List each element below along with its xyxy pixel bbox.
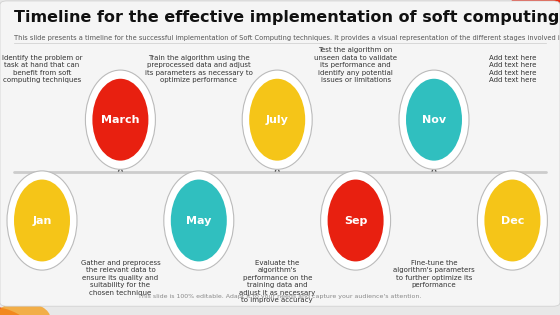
Text: Identify the problem or
task at hand that can
benefit from soft
computing techni: Identify the problem or task at hand tha… (2, 55, 82, 83)
Ellipse shape (399, 70, 469, 169)
Text: This slide is 100% editable. Adapt it to your needs and capture your audience's : This slide is 100% editable. Adapt it to… (138, 294, 422, 299)
Ellipse shape (171, 180, 227, 261)
Ellipse shape (477, 171, 547, 270)
Ellipse shape (524, 0, 560, 9)
Ellipse shape (249, 79, 305, 161)
Text: Evaluate the
algorithm's
performance on the
training data and
adjust it as neces: Evaluate the algorithm's performance on … (239, 260, 315, 303)
Ellipse shape (14, 180, 70, 261)
Ellipse shape (328, 180, 384, 261)
Text: Sep: Sep (344, 215, 367, 226)
Ellipse shape (0, 302, 50, 315)
Ellipse shape (0, 306, 36, 315)
Text: Nov: Nov (422, 115, 446, 125)
Text: This slide presents a timeline for the successful implementation of Soft Computi: This slide presents a timeline for the s… (14, 35, 560, 41)
Text: May: May (186, 215, 212, 226)
Text: Add text here
Add text here
Add text here
Add text here: Add text here Add text here Add text her… (489, 55, 536, 83)
Text: Fine-tune the
algorithm's parameters
to further optimize its
performance: Fine-tune the algorithm's parameters to … (393, 260, 475, 288)
Ellipse shape (85, 70, 155, 169)
FancyBboxPatch shape (0, 1, 560, 306)
Ellipse shape (320, 171, 391, 270)
Text: Timeline for the effective implementation of soft computing techniques: Timeline for the effective implementatio… (14, 10, 560, 25)
Text: March: March (101, 115, 139, 125)
Ellipse shape (510, 0, 560, 14)
Ellipse shape (406, 79, 462, 161)
Text: Jan: Jan (32, 215, 52, 226)
Text: Dec: Dec (501, 215, 524, 226)
Ellipse shape (164, 171, 234, 270)
Ellipse shape (92, 79, 148, 161)
Text: July: July (266, 115, 288, 125)
Text: Test the algorithm on
unseen data to validate
its performance and
identify any p: Test the algorithm on unseen data to val… (314, 48, 397, 83)
Text: Train the algorithm using the
preprocessed data and adjust
its parameters as nec: Train the algorithm using the preprocess… (145, 55, 253, 83)
Ellipse shape (484, 180, 540, 261)
Ellipse shape (242, 70, 312, 169)
Ellipse shape (7, 171, 77, 270)
Text: Gather and preprocess
the relevant data to
ensure its quality and
suitability fo: Gather and preprocess the relevant data … (81, 260, 160, 296)
